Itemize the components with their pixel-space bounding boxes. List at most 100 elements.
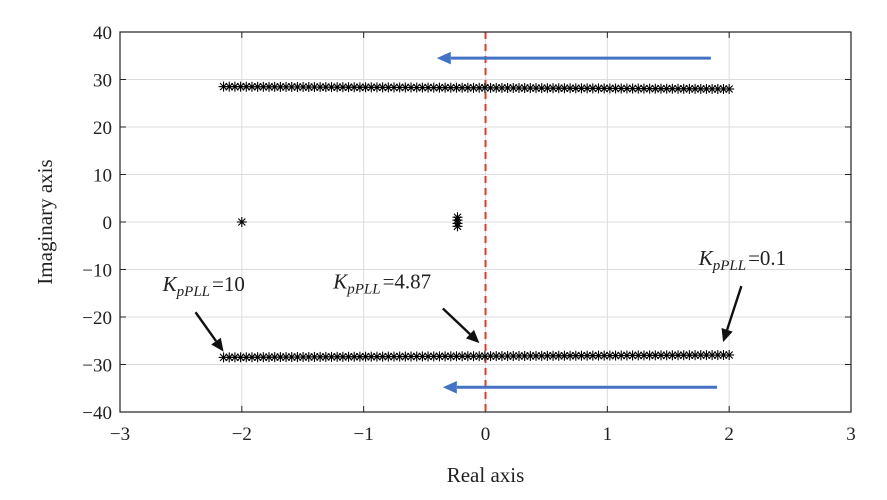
pole-marker (508, 351, 519, 362)
pole-marker (298, 352, 309, 363)
pole-marker (252, 352, 263, 363)
x-tick-label: 0 (481, 424, 491, 445)
pole-marker (388, 351, 399, 362)
pole-marker (548, 350, 559, 361)
pole-marker (525, 83, 536, 94)
pole-marker (502, 82, 513, 93)
blue-direction-arrow (436, 51, 711, 65)
pole-marker (394, 82, 405, 93)
pole-marker (349, 351, 360, 362)
pole-marker (451, 351, 462, 362)
gain-label: KpPLL=0.1 (698, 246, 786, 274)
pole-marker (246, 81, 257, 92)
x-tick-label: 2 (724, 424, 734, 445)
gain-value: =10 (212, 272, 245, 296)
pole-marker (452, 221, 463, 232)
pole-marker (235, 81, 246, 92)
gain-label: KpPLL=4.87 (332, 270, 431, 298)
plot-frame (119, 31, 852, 413)
pole-marker (724, 350, 735, 360)
x-tick-label: −2 (232, 424, 252, 445)
pole-marker (673, 350, 684, 361)
pole-marker (320, 351, 331, 362)
pole-marker (354, 82, 365, 93)
pole-marker (633, 350, 644, 361)
y-axis-ticks: −40 −30 −20 −10 0 10 20 30 40 (82, 23, 851, 424)
annotation-arrow (194, 311, 224, 352)
gain-label: KpPLL=10 (162, 272, 245, 300)
pole-marker (445, 351, 456, 362)
pole-marker (491, 82, 502, 93)
pole-marker (690, 83, 701, 94)
pole-marker (434, 351, 445, 362)
pole-marker (712, 83, 723, 94)
pole-marker (604, 83, 615, 94)
x-tick-label: −3 (110, 424, 130, 445)
pole-marker (235, 352, 246, 363)
pole-marker (343, 351, 354, 362)
pole-marker (236, 217, 247, 227)
pole-marker (252, 81, 263, 92)
pole-marker (655, 350, 666, 361)
pole-marker (468, 82, 479, 93)
pole-marker (400, 351, 411, 362)
y-axis-label: Imaginary axis (33, 159, 57, 284)
pole-marker (241, 352, 252, 363)
blue-direction-arrow (442, 381, 717, 394)
gain-symbol: K (698, 246, 714, 270)
y-tick-label: 40 (93, 23, 112, 44)
pole-marker (627, 350, 638, 361)
pole-marker (695, 350, 706, 361)
y-tick-label: −10 (82, 261, 112, 282)
x-axis-ticks: −3 −2 −1 0 1 2 3 (110, 32, 856, 445)
y-tick-label: −30 (82, 356, 112, 377)
pole-marker (519, 350, 530, 361)
annotation-arrow (721, 285, 743, 343)
y-tick-label: 20 (93, 118, 112, 139)
pole-marker (337, 82, 348, 93)
y-tick-label: −20 (82, 308, 112, 329)
pole-marker (684, 83, 695, 94)
pole-marker (298, 81, 309, 92)
y-tick-label: −40 (82, 403, 112, 424)
pole-marker (644, 83, 655, 94)
pole-marker (258, 81, 269, 92)
x-axis-label: Real axis (447, 463, 525, 487)
gain-symbol: K (332, 270, 348, 294)
gain-symbol: K (162, 272, 178, 296)
pole-marker (423, 351, 434, 362)
pole-marker (559, 83, 570, 94)
annotation-arrow (442, 307, 480, 344)
pole-marker (218, 352, 229, 363)
pole-marker (553, 83, 564, 94)
pole-marker (349, 82, 360, 93)
y-tick-label: 0 (103, 213, 113, 234)
gain-value: =4.87 (383, 270, 432, 294)
pole-marker (275, 81, 286, 92)
pole-marker (638, 83, 649, 94)
pole-marker (264, 81, 275, 92)
pole-marker (531, 350, 542, 361)
pole-marker (457, 82, 468, 93)
direction-arrows (436, 51, 717, 394)
pole-marker (360, 351, 371, 362)
gain-value: =0.1 (748, 246, 786, 270)
pole-marker (309, 351, 320, 362)
pole-marker (406, 82, 417, 93)
gain-subscript: pPLL (346, 282, 380, 298)
pole-marker (724, 84, 735, 94)
gain-subscript: pPLL (176, 284, 210, 300)
x-tick-label: −1 (354, 424, 374, 445)
pole-markers (218, 81, 735, 363)
y-tick-label: 10 (93, 166, 112, 187)
y-tick-label: 30 (93, 71, 112, 92)
pole-marker (513, 83, 524, 94)
pole-marker (621, 350, 632, 361)
pole-marker (462, 351, 473, 362)
pole-marker (332, 351, 343, 362)
pole-marker (269, 81, 280, 92)
x-tick-label: 3 (846, 424, 856, 445)
gain-subscript: pPLL (712, 258, 746, 274)
